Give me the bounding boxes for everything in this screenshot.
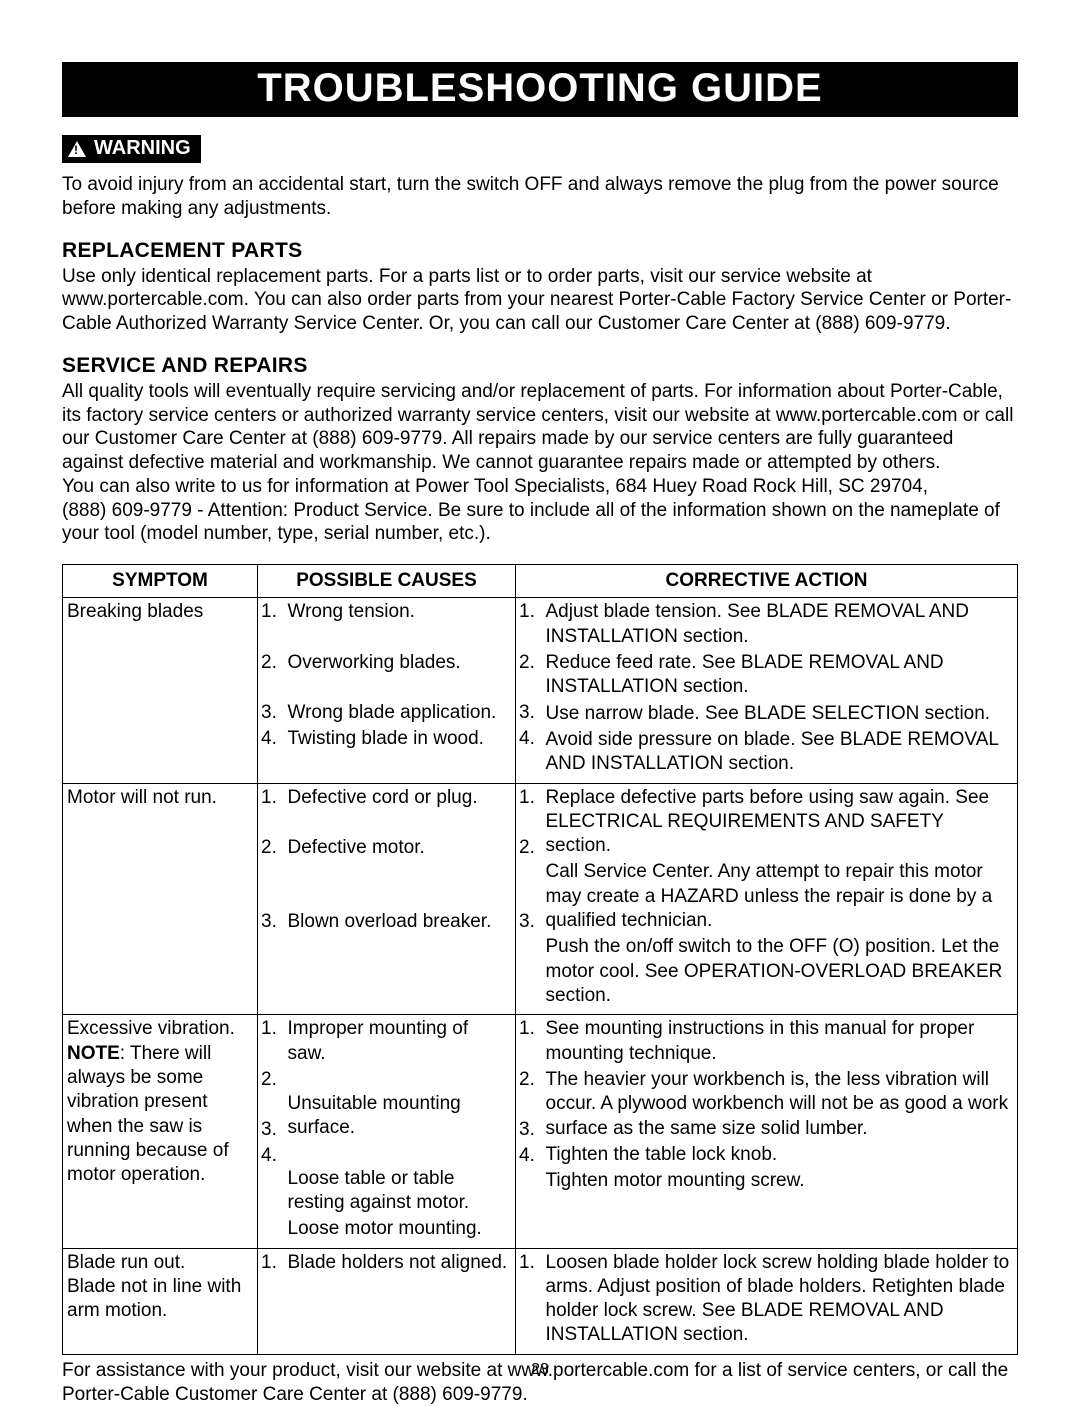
cause-num-cell: 1.2.3. xyxy=(258,783,284,1015)
warning-triangle-icon xyxy=(68,141,86,157)
replacement-text: Use only identical replacement parts. Fo… xyxy=(62,265,1018,336)
action-num-cell: 1. xyxy=(516,1248,542,1354)
action-num-cell: 1.2.3. xyxy=(516,783,542,1015)
table-header-row: SYMPTOM POSSIBLE CAUSES CORRECTIVE ACTIO… xyxy=(63,565,1018,598)
symptom-cell: Blade run out. Blade not in line with ar… xyxy=(63,1248,258,1354)
table-row: Motor will not run.1.2.3.Defective cord … xyxy=(63,783,1018,1015)
troubleshooting-table: SYMPTOM POSSIBLE CAUSES CORRECTIVE ACTIO… xyxy=(62,564,1018,1355)
action-num-cell: 1.2.3.4. xyxy=(516,598,542,783)
page-title: TROUBLESHOOTING GUIDE xyxy=(62,62,1018,117)
symptom-cell: Excessive vibration. NOTE: There will al… xyxy=(63,1015,258,1248)
cause-cell: Blade holders not aligned. xyxy=(284,1248,516,1354)
warning-badge: WARNING xyxy=(62,135,201,163)
symptom-cell: Motor will not run. xyxy=(63,783,258,1015)
cause-num-cell: 1.2.3.4. xyxy=(258,598,284,783)
action-cell: Loosen blade holder lock screw holding b… xyxy=(542,1248,1018,1354)
table-row: Breaking blades1.2.3.4.Wrong tension.Ove… xyxy=(63,598,1018,783)
th-action: CORRECTIVE ACTION xyxy=(516,565,1018,598)
action-num-cell: 1.2.3.4. xyxy=(516,1015,542,1248)
cause-num-cell: 1. xyxy=(258,1248,284,1354)
table-row: Excessive vibration. NOTE: There will al… xyxy=(63,1015,1018,1248)
action-cell: Adjust blade tension. See BLADE REMOVAL … xyxy=(542,598,1018,783)
symptom-cell: Breaking blades xyxy=(63,598,258,783)
service-heading: SERVICE AND REPAIRS xyxy=(62,354,1018,378)
warning-label: WARNING xyxy=(94,137,191,160)
cause-cell: Wrong tension.Overworking blades.Wrong b… xyxy=(284,598,516,783)
cause-cell: Improper mounting of saw.Unsuitable moun… xyxy=(284,1015,516,1248)
page-number: 23 xyxy=(0,1361,1080,1379)
action-cell: See mounting instructions in this manual… xyxy=(542,1015,1018,1248)
warning-text: To avoid injury from an accidental start… xyxy=(62,173,1018,221)
th-causes: POSSIBLE CAUSES xyxy=(258,565,516,598)
action-cell: Replace defective parts before using saw… xyxy=(542,783,1018,1015)
cause-num-cell: 1.2.3.4. xyxy=(258,1015,284,1248)
service-text: All quality tools will eventually requir… xyxy=(62,380,1018,546)
cause-cell: Defective cord or plug.Defective motor.B… xyxy=(284,783,516,1015)
table-row: Blade run out. Blade not in line with ar… xyxy=(63,1248,1018,1354)
th-symptom: SYMPTOM xyxy=(63,565,258,598)
replacement-heading: REPLACEMENT PARTS xyxy=(62,239,1018,263)
